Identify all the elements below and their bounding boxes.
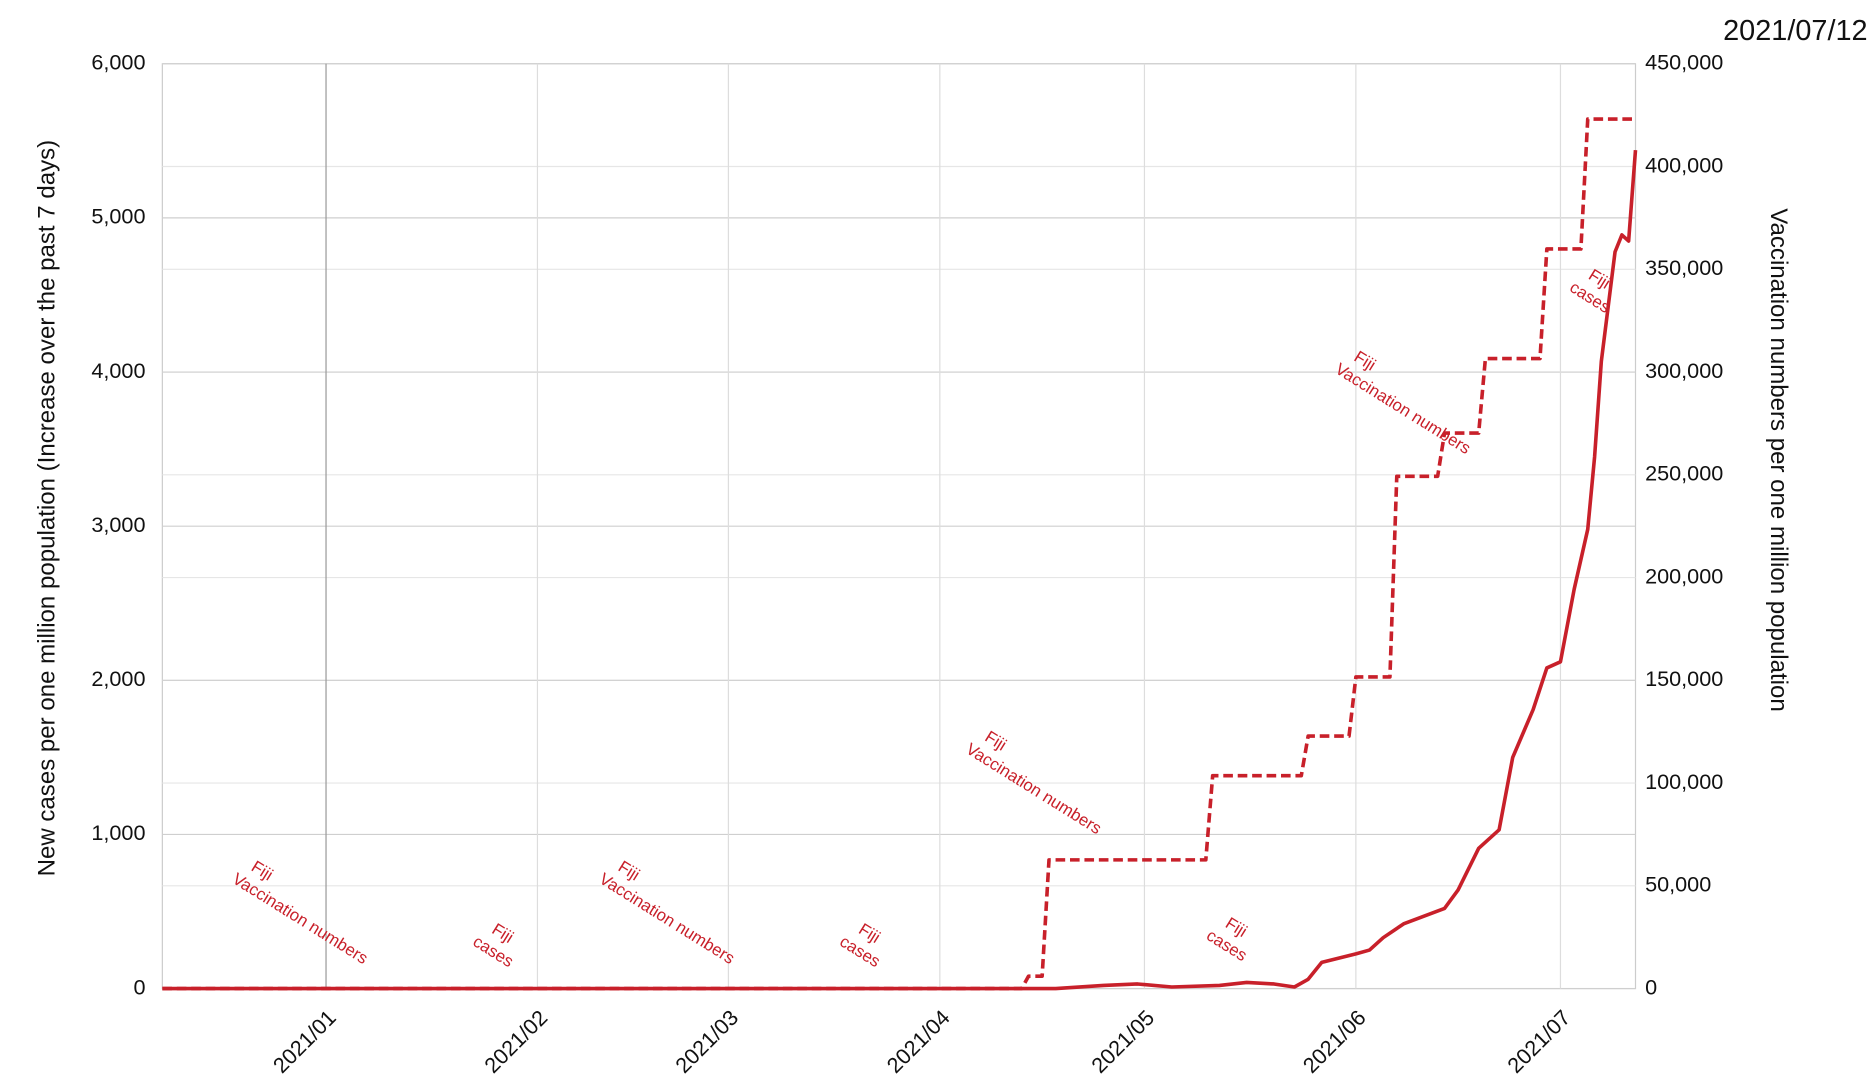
- series-line: [162, 117, 1636, 991]
- x-tick-label: 2021/07: [1502, 1005, 1575, 1078]
- y-tick-label: 4,000: [91, 358, 145, 383]
- y2-tick-label: 250,000: [1645, 461, 1723, 486]
- x-tick-label: 2021/06: [1298, 1005, 1371, 1078]
- y-tick-label: 6,000: [91, 50, 145, 75]
- y-axis-title: New cases per one million population (In…: [33, 140, 60, 877]
- y2-tick-label: 450,000: [1645, 50, 1723, 75]
- y-tick-label: 2,000: [91, 666, 145, 691]
- annotation-label: Vaccination numbers: [229, 869, 371, 968]
- x-tick-label: 2021/05: [1086, 1005, 1159, 1078]
- x-tick-label: 2021/04: [882, 1005, 955, 1078]
- y2-tick-label: 0: [1645, 974, 1657, 999]
- annotation-label: Vaccination numbers: [963, 739, 1105, 838]
- x-tick-label: 2021/03: [670, 1005, 743, 1078]
- y2-tick-label: 300,000: [1645, 358, 1723, 383]
- y2-tick-label: 200,000: [1645, 563, 1723, 588]
- x-tick-label: 2021/02: [479, 1005, 552, 1078]
- y-tick-label: 3,000: [91, 512, 145, 537]
- y2-tick-label: 100,000: [1645, 769, 1723, 794]
- y-tick-label: 1,000: [91, 820, 145, 845]
- y-tick-label: 5,000: [91, 204, 145, 229]
- annotation-label: Vaccination numbers: [1332, 359, 1474, 458]
- y2-axis-title: Vaccination numbers per one million popu…: [1765, 208, 1792, 712]
- y-tick-label: 0: [133, 974, 145, 999]
- y2-tick-label: 50,000: [1645, 872, 1711, 897]
- series-line: [162, 149, 1638, 991]
- annotation-label: Vaccination numbers: [596, 869, 738, 968]
- y2-tick-label: 400,000: [1645, 152, 1723, 177]
- y2-tick-label: 350,000: [1645, 255, 1723, 280]
- x-tick-label: 2021/01: [268, 1005, 341, 1078]
- date-label: 2021/07/12: [1723, 15, 1867, 47]
- y2-tick-label: 150,000: [1645, 666, 1723, 691]
